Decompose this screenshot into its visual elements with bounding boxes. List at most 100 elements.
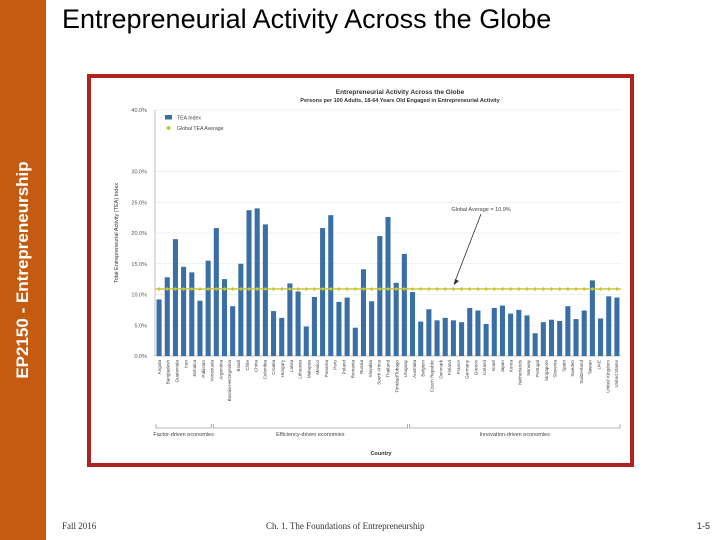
bar-33 bbox=[418, 321, 424, 356]
bar-20 bbox=[311, 296, 317, 356]
average-marker bbox=[418, 286, 423, 291]
annotation-text: Global Average = 10.9% bbox=[451, 207, 510, 213]
y-tick-label: 5.0% bbox=[134, 323, 147, 329]
x-tick-label: Panama bbox=[324, 360, 329, 378]
average-line bbox=[155, 286, 621, 291]
bar-21 bbox=[320, 228, 326, 356]
x-tick-label: Finland bbox=[447, 360, 452, 376]
bar-32 bbox=[409, 292, 416, 356]
footer-chapter: Ch. 1. The Foundations of Entrepreneursh… bbox=[266, 521, 425, 531]
x-tick-label: Spain bbox=[561, 360, 566, 372]
x-tick-label: Poland bbox=[342, 360, 347, 375]
bar-25 bbox=[352, 327, 358, 356]
bar-37 bbox=[450, 320, 456, 356]
average-marker bbox=[541, 286, 546, 291]
tea-bar-chart: Entrepreneurial Activity Across the Glob… bbox=[114, 89, 621, 457]
bar-48 bbox=[540, 322, 546, 356]
average-marker bbox=[230, 286, 235, 291]
bar-53 bbox=[581, 310, 587, 356]
x-tick-label: Bangladesh bbox=[166, 360, 171, 385]
x-tick-label: Romania bbox=[350, 360, 355, 379]
average-marker bbox=[598, 286, 603, 291]
bar-56 bbox=[606, 296, 612, 356]
average-marker bbox=[557, 286, 562, 291]
x-tick-label: Colombia bbox=[262, 360, 267, 380]
x-tick-label: Iran bbox=[183, 360, 188, 368]
bar-27 bbox=[369, 301, 375, 356]
economy-groups: Factor-driven economies Efficiency-driven… bbox=[153, 424, 621, 438]
bar-8 bbox=[213, 228, 219, 356]
average-marker bbox=[320, 286, 325, 291]
average-marker bbox=[524, 286, 529, 291]
y-tick-label: 15.0% bbox=[131, 262, 147, 268]
average-marker bbox=[475, 286, 480, 291]
average-marker bbox=[304, 286, 309, 291]
x-tick-label: South Africa bbox=[377, 360, 382, 385]
x-tick-label: Guatemala bbox=[174, 360, 179, 383]
y-tick-label: 30.0% bbox=[131, 170, 147, 176]
legend: TEA Index Global TEA Average bbox=[165, 115, 224, 132]
x-tick-label: Pakistan bbox=[201, 360, 206, 378]
average-marker bbox=[263, 286, 268, 291]
x-tick-label: Hungary bbox=[280, 359, 285, 377]
x-tick-label: Switzerland bbox=[579, 360, 584, 384]
average-marker bbox=[206, 286, 211, 291]
bar-40 bbox=[475, 310, 481, 356]
bar-18 bbox=[295, 291, 301, 356]
average-annotation: Global Average = 10.9% bbox=[451, 207, 511, 285]
bar-2 bbox=[164, 277, 170, 356]
bar-36 bbox=[442, 317, 448, 356]
annotation-arrowhead bbox=[454, 278, 459, 285]
bar-57 bbox=[614, 297, 620, 356]
chart-subtitle: Persons per 100 Adults, 18-64 Years Old … bbox=[300, 98, 500, 104]
average-marker bbox=[402, 286, 407, 291]
average-marker bbox=[287, 286, 292, 291]
average-marker bbox=[451, 286, 456, 291]
group-label-3: Innovation-driven economies bbox=[480, 432, 551, 438]
x-tick-label: Australia bbox=[412, 360, 417, 378]
average-marker bbox=[549, 286, 554, 291]
bar-42 bbox=[491, 308, 497, 356]
legend-swatch-tea bbox=[165, 115, 172, 120]
side-band: EP2150 - Entrepreneurship bbox=[0, 0, 46, 540]
average-marker bbox=[165, 286, 170, 291]
average-marker bbox=[410, 286, 415, 291]
x-tick-label: Germany bbox=[465, 359, 470, 379]
average-marker bbox=[377, 286, 382, 291]
average-marker bbox=[516, 286, 521, 291]
y-tick-label: 10.0% bbox=[131, 293, 147, 299]
x-tick-label: Czech Republic bbox=[429, 359, 434, 392]
x-tick-label: Denmark bbox=[438, 359, 443, 378]
y-tick-label: 20.0% bbox=[131, 231, 147, 237]
bar-55 bbox=[598, 318, 604, 356]
bar-28 bbox=[377, 236, 383, 356]
bar-52 bbox=[573, 319, 579, 356]
x-tick-label: Argentina bbox=[218, 360, 223, 380]
bar-16 bbox=[279, 317, 285, 356]
group-bracket bbox=[155, 424, 212, 429]
x-tick-label: Israel bbox=[491, 360, 496, 371]
x-tick-label: Russia bbox=[359, 360, 364, 374]
x-tick-label: Singapore bbox=[544, 360, 549, 381]
average-marker bbox=[492, 286, 497, 291]
x-tick-label: Trinidad/Tobago bbox=[394, 360, 399, 393]
average-marker bbox=[328, 286, 333, 291]
x-tick-label: Iceland bbox=[482, 360, 487, 375]
annotation-arrow bbox=[453, 213, 482, 285]
x-tick-label: Slovenia bbox=[553, 360, 558, 378]
bar-9 bbox=[221, 279, 228, 356]
bar-44 bbox=[508, 313, 514, 356]
bar-4 bbox=[181, 266, 187, 356]
y-tick-label: 40.0% bbox=[131, 108, 147, 114]
x-tick-label: Netherlands bbox=[517, 359, 522, 384]
x-tick-label: UAE bbox=[597, 360, 602, 369]
bar-39 bbox=[467, 308, 473, 356]
bar-45 bbox=[516, 309, 522, 356]
average-marker bbox=[590, 286, 595, 291]
bar-43 bbox=[499, 305, 505, 356]
average-marker bbox=[238, 286, 243, 291]
group-bracket bbox=[212, 424, 408, 429]
bar-29 bbox=[385, 217, 391, 356]
x-tick-label: France bbox=[456, 360, 461, 375]
average-marker bbox=[173, 286, 178, 291]
